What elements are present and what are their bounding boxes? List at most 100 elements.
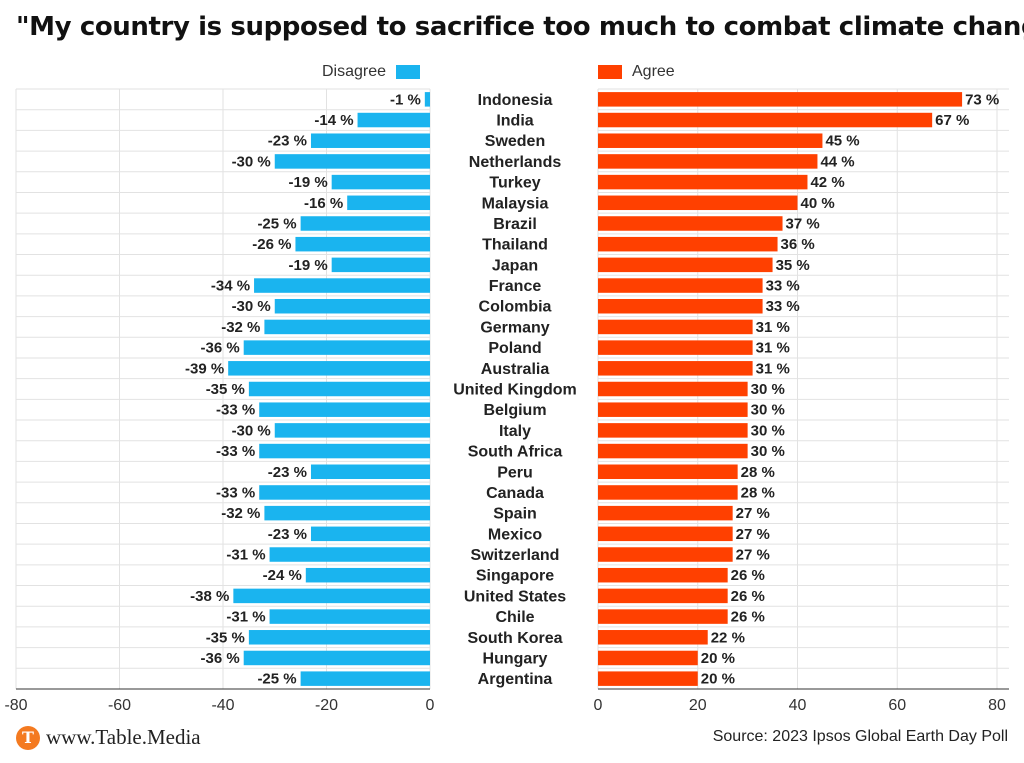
- category-label: Italy: [499, 423, 531, 440]
- bar-agree: [598, 423, 748, 438]
- data-label-agree: 27 %: [736, 547, 770, 564]
- legend-agree-label: Agree: [632, 63, 675, 80]
- bar-agree: [598, 216, 783, 231]
- data-label-agree: 33 %: [766, 298, 800, 315]
- data-label-disagree: -33 %: [216, 443, 255, 460]
- bar-agree: [598, 567, 728, 583]
- bar-disagree: [424, 92, 430, 107]
- bar-disagree: [310, 133, 430, 148]
- data-label-agree: 35 %: [776, 257, 810, 274]
- data-label-disagree: -1 %: [390, 91, 421, 108]
- data-label-disagree: -33 %: [216, 402, 255, 419]
- bar-agree: [598, 257, 773, 273]
- data-label-disagree: -30 %: [232, 422, 271, 439]
- data-label-disagree: -26 %: [252, 236, 291, 253]
- category-label: Peru: [497, 464, 533, 481]
- tick-label-left: 0: [426, 697, 435, 714]
- bar-disagree: [357, 112, 430, 128]
- bar-disagree: [243, 650, 430, 666]
- category-label: Netherlands: [469, 154, 562, 171]
- bar-agree: [598, 650, 698, 666]
- category-label: Australia: [481, 361, 550, 378]
- category-label: Switzerland: [471, 547, 560, 564]
- bar-agree: [598, 464, 738, 480]
- bar-disagree: [310, 464, 430, 480]
- data-label-disagree: -25 %: [257, 215, 296, 232]
- tick-label-right: 40: [789, 697, 807, 714]
- bar-agree: [598, 443, 748, 459]
- bar-disagree: [228, 361, 430, 376]
- data-label-agree: 36 %: [781, 236, 815, 253]
- category-label: Hungary: [483, 650, 548, 667]
- bar-agree: [598, 340, 753, 355]
- data-label-agree: 30 %: [751, 381, 785, 398]
- data-label-disagree: -32 %: [221, 319, 260, 336]
- bar-disagree: [259, 485, 430, 500]
- data-label-disagree: -39 %: [185, 360, 224, 377]
- data-label-disagree: -25 %: [257, 671, 296, 688]
- data-label-disagree: -23 %: [268, 526, 307, 543]
- legend-agree-swatch: [598, 65, 622, 79]
- tick-label-left: -80: [4, 697, 27, 714]
- data-label-disagree: -23 %: [268, 133, 307, 150]
- category-label: Thailand: [482, 237, 548, 254]
- tick-label-left: -20: [315, 697, 338, 714]
- category-label: Chile: [495, 609, 534, 626]
- category-label: Spain: [493, 506, 537, 523]
- data-label-disagree: -33 %: [216, 484, 255, 501]
- bar-agree: [598, 526, 733, 542]
- tick-label-left: -40: [211, 697, 234, 714]
- category-label: Mexico: [488, 526, 542, 543]
- legend-disagree-swatch: [396, 65, 421, 79]
- table-media-logo-icon: T: [16, 725, 40, 750]
- category-label: Sweden: [485, 133, 545, 150]
- bar-agree: [598, 298, 763, 314]
- data-label-agree: 73 %: [965, 91, 999, 108]
- category-label: United Kingdom: [453, 382, 577, 399]
- tick-label-right: 60: [888, 697, 906, 714]
- data-label-disagree: -24 %: [263, 567, 302, 584]
- brand-name: www.Table.Media: [46, 725, 201, 749]
- bar-disagree: [243, 340, 430, 355]
- bar-disagree: [264, 505, 430, 521]
- category-label: Germany: [480, 319, 549, 336]
- category-label: India: [496, 113, 533, 130]
- data-label-agree: 67 %: [935, 112, 969, 129]
- data-label-disagree: -19 %: [288, 257, 327, 274]
- legend-agree: Agree: [598, 63, 675, 81]
- bar-disagree: [300, 216, 430, 231]
- chart-title: "My country is supposed to sacrifice too…: [16, 12, 1024, 42]
- bar-agree: [598, 361, 753, 376]
- bar-disagree: [259, 443, 430, 459]
- data-label-disagree: -31 %: [226, 547, 265, 564]
- bar-disagree: [300, 671, 430, 686]
- data-label-disagree: -36 %: [201, 340, 240, 357]
- tick-label-left: -60: [108, 697, 131, 714]
- data-label-disagree: -30 %: [232, 153, 271, 170]
- category-label: Japan: [492, 257, 538, 274]
- category-label: Malaysia: [482, 195, 549, 212]
- data-label-disagree: -19 %: [288, 174, 327, 191]
- data-label-disagree: -38 %: [190, 588, 229, 605]
- bar-agree: [598, 154, 818, 169]
- category-label: Colombia: [479, 299, 552, 316]
- data-label-agree: 30 %: [751, 443, 785, 460]
- legend-disagree: Disagree: [322, 63, 421, 81]
- data-label-disagree: -30 %: [232, 298, 271, 315]
- data-label-agree: 30 %: [751, 402, 785, 419]
- legend-disagree-label: Disagree: [322, 63, 387, 80]
- data-label-disagree: -35 %: [206, 629, 245, 646]
- data-label-disagree: -32 %: [221, 505, 260, 522]
- data-label-agree: 26 %: [731, 588, 765, 605]
- bar-agree: [598, 547, 733, 562]
- category-label: Singapore: [476, 568, 554, 585]
- bar-agree: [598, 671, 698, 686]
- data-label-disagree: -14 %: [314, 112, 353, 129]
- category-label: South Korea: [467, 630, 562, 647]
- category-label: Indonesia: [478, 92, 553, 109]
- bar-agree: [598, 174, 808, 190]
- data-label-agree: 30 %: [751, 422, 785, 439]
- bar-agree: [598, 588, 728, 604]
- bar-agree: [598, 505, 733, 521]
